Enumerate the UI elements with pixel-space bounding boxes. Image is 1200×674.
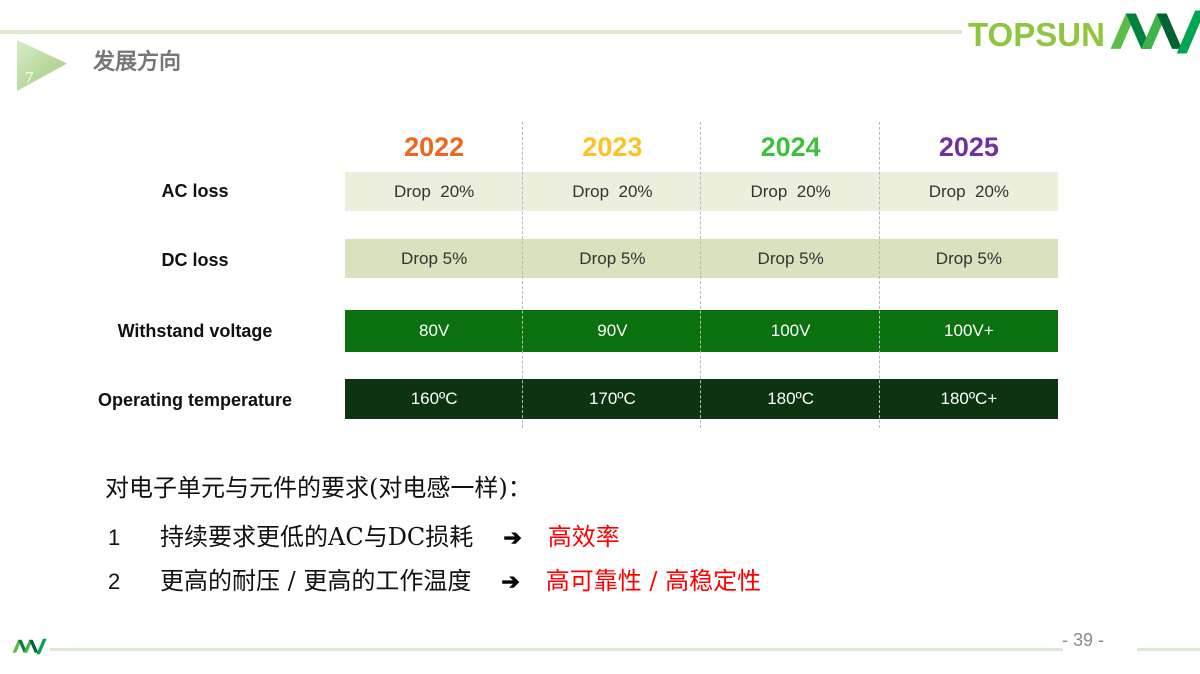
note-text: 持续要求更低的AC与DC损耗 [160,523,474,551]
table-cell: 80V [419,321,450,340]
table-cell: 170ºC [588,389,636,408]
table-cell: Drop 20% [750,181,831,201]
page-title: 发展方向 [93,49,182,74]
ac-loss-row: Drop 20% Drop 20% Drop 20% Drop 20% [345,172,1058,211]
topsun-logo: TOPSUN [968,6,1200,63]
notes-heading: 对电子单元与元件的要求(对电感一样)： [105,474,532,502]
table-cell: Drop 5% [579,248,646,268]
table-cell: Drop 5% [935,248,1002,268]
table-cell: Drop 5% [401,248,468,268]
table-cell: 180ºC [767,389,815,408]
footer-divider-line [1137,648,1200,651]
footer-logo-mark-icon [12,637,48,661]
operating-temperature-row: 160ºC 170ºC 180ºC 180ºC+ [345,379,1058,419]
note-item-2: 2 更高的耐压 / 更高的工作温度 ➔ 高可靠性 / 高稳定性 [108,561,761,596]
year-header-2022: 2022 [404,131,465,162]
page-number: - 39 - [1062,630,1105,650]
topsun-logo-text: TOPSUN [968,15,1105,53]
arrow-right-icon: ➔ [503,525,522,550]
table-cell: Drop 20% [572,181,653,201]
footer-divider-line [50,648,1063,651]
header-divider-bar [0,30,962,34]
year-header-row: 2022 2023 2024 2025 [345,128,1058,166]
arrow-right-icon: ➔ [501,569,520,594]
year-header-2025: 2025 [938,131,999,162]
slide-number: 7 [25,68,34,87]
row-label-operating-temperature: Operating temperature [97,390,293,410]
row-label-ac-loss: AC loss [161,181,229,201]
note-item-1: 1 持续要求更低的AC与DC损耗 ➔ 高效率 [108,517,620,552]
withstand-voltage-row: 80V 90V 100V 100V+ [345,310,1058,352]
table-cell: 180ºC+ [940,389,998,408]
note-number: 1 [108,525,121,550]
note-number: 2 [108,569,121,594]
topsun-logo-mark-icon [1109,6,1200,63]
table-cell: Drop 5% [757,248,824,268]
note-result: 高效率 [547,523,620,551]
table-cell: Drop 20% [393,181,475,201]
table-cell: 100V [770,321,811,340]
note-result: 高可靠性 / 高稳定性 [545,567,762,595]
note-text: 更高的耐压 / 更高的工作温度 [160,567,472,595]
table-cell: 90V [597,321,628,340]
slide-number-triangle: 7 [17,40,67,91]
table-cell: 160ºC [410,389,458,408]
year-header-2023: 2023 [582,131,643,162]
row-label-withstand-voltage: Withstand voltage [117,321,273,341]
table-cell: 100V+ [944,321,994,340]
dc-loss-row: Drop 5% Drop 5% Drop 5% Drop 5% [345,239,1058,278]
table-cell: Drop 20% [928,181,1010,201]
year-header-2024: 2024 [760,131,821,162]
row-label-dc-loss: DC loss [161,250,229,270]
